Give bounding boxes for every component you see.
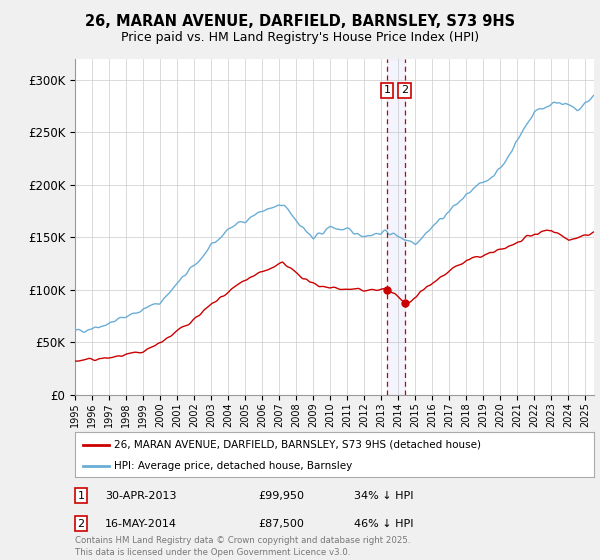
Text: 30-APR-2013: 30-APR-2013 (105, 491, 176, 501)
Text: Price paid vs. HM Land Registry's House Price Index (HPI): Price paid vs. HM Land Registry's House … (121, 31, 479, 44)
Text: 26, MARAN AVENUE, DARFIELD, BARNSLEY, S73 9HS: 26, MARAN AVENUE, DARFIELD, BARNSLEY, S7… (85, 14, 515, 29)
Text: £99,950: £99,950 (258, 491, 304, 501)
Text: 2: 2 (401, 85, 409, 95)
Text: 16-MAY-2014: 16-MAY-2014 (105, 519, 177, 529)
Bar (387, 59, 405, 395)
Text: 2: 2 (77, 519, 85, 529)
Text: 34% ↓ HPI: 34% ↓ HPI (354, 491, 413, 501)
Text: HPI: Average price, detached house, Barnsley: HPI: Average price, detached house, Barn… (114, 461, 352, 471)
Text: 46% ↓ HPI: 46% ↓ HPI (354, 519, 413, 529)
Text: 26, MARAN AVENUE, DARFIELD, BARNSLEY, S73 9HS (detached house): 26, MARAN AVENUE, DARFIELD, BARNSLEY, S7… (114, 440, 481, 450)
Text: £87,500: £87,500 (258, 519, 304, 529)
Text: 1: 1 (383, 85, 391, 95)
Text: 1: 1 (77, 491, 85, 501)
Text: Contains HM Land Registry data © Crown copyright and database right 2025.
This d: Contains HM Land Registry data © Crown c… (75, 536, 410, 557)
